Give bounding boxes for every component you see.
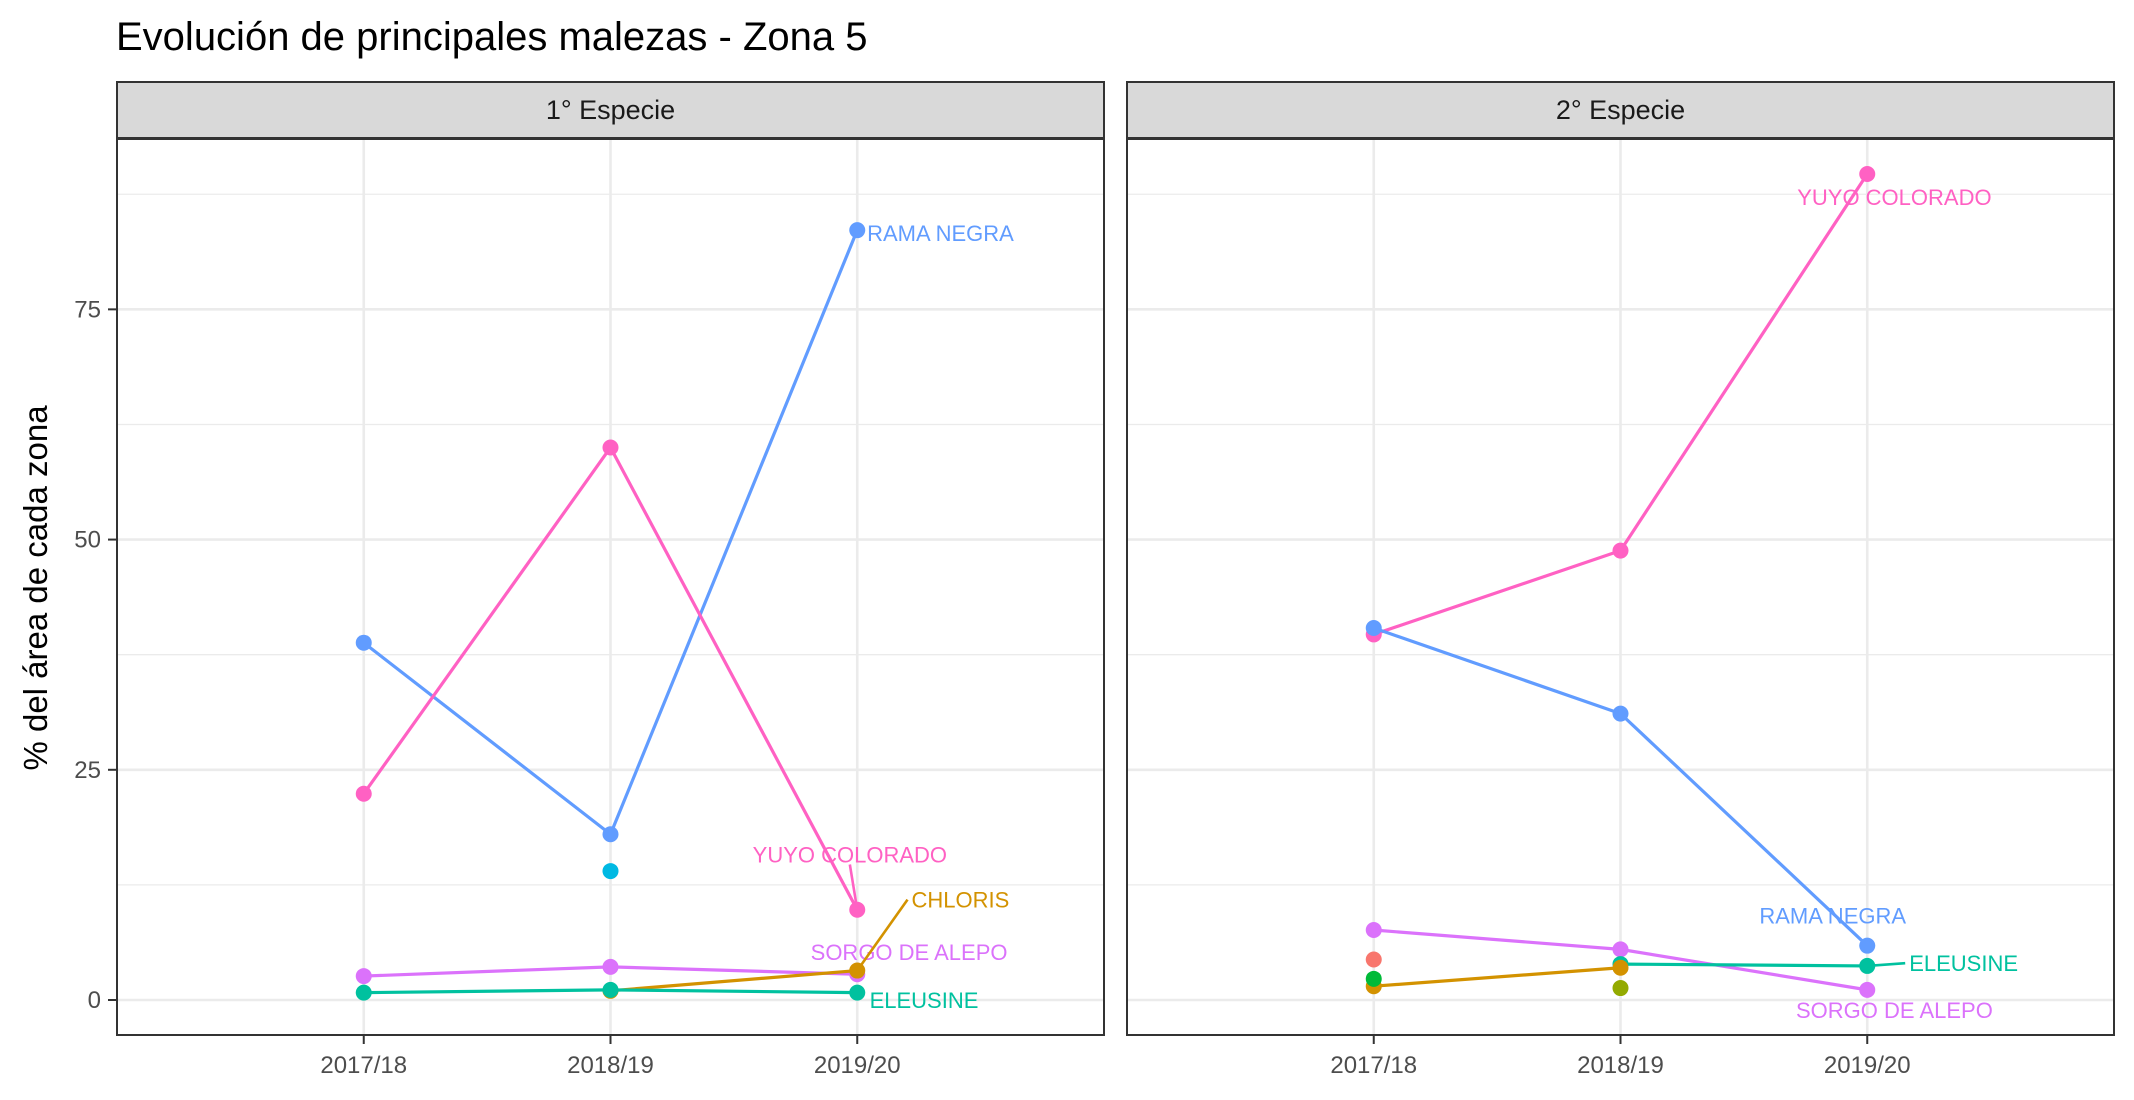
- series-label: CHLORIS: [912, 888, 1010, 913]
- data-point: [602, 981, 619, 998]
- data-point: [1365, 619, 1382, 636]
- series-sorgo-de-alepo: SORGO DE ALEPO: [1365, 922, 1993, 1023]
- series-rama-negra: RAMA NEGRA: [355, 221, 1014, 843]
- x-tick-label: 2018/19: [1577, 1052, 1664, 1079]
- series-label: ELEUSINE: [870, 988, 979, 1013]
- x-tick-label: 2017/18: [1330, 1052, 1417, 1079]
- panel-2: YUYO COLORADO RAMA NEGRA SORGO DE ALEPO ELE…: [1126, 81, 2115, 1079]
- series-line-segment: [1619, 712, 1869, 947]
- series-unlabeled-7: [1612, 980, 1629, 997]
- series-label: SORGO DE ALEPO: [811, 940, 1008, 965]
- data-point: [602, 826, 619, 843]
- x-tick-label: 2017/18: [320, 1052, 407, 1079]
- data-point: [355, 634, 372, 651]
- series-line-segment: [363, 965, 611, 978]
- series-label: ELEUSINE: [1909, 951, 2018, 976]
- series-line-segment: [609, 229, 859, 835]
- series-line-segment: [1619, 173, 1869, 552]
- series-line-segment: [1620, 962, 1868, 968]
- series-unlabeled-5: [602, 863, 619, 880]
- y-tick-label: 75: [74, 296, 101, 323]
- series-line-segment: [610, 988, 858, 995]
- data-point: [355, 984, 372, 1001]
- data-point: [602, 863, 619, 880]
- data-point: [1612, 980, 1629, 997]
- strip-label: 1° Especie: [546, 95, 675, 125]
- data-point: [602, 439, 619, 456]
- series-label: RAMA NEGRA: [1759, 903, 1906, 928]
- series-yuyo-colorado: YUYO COLORADO: [355, 439, 947, 918]
- series-line-segment: [1373, 626, 1622, 716]
- series-line-segment: [362, 446, 612, 795]
- series-label: SORGO DE ALEPO: [1796, 998, 1993, 1023]
- data-point: [355, 968, 372, 985]
- data-point: [602, 958, 619, 975]
- series-rama-negra: RAMA NEGRA: [1365, 619, 1906, 954]
- series-line-segment: [1373, 928, 1621, 951]
- data-point: [849, 984, 866, 1001]
- y-tick-label: 25: [74, 757, 101, 784]
- strip-label: 2° Especie: [1556, 95, 1685, 125]
- x-tick-label: 2018/19: [567, 1052, 654, 1079]
- data-point: [1859, 981, 1876, 998]
- data-point: [355, 785, 372, 802]
- series-unlabeled-5: [1365, 951, 1382, 968]
- series-line-segment: [609, 446, 859, 911]
- strip-background: [116, 81, 1105, 139]
- y-tick-label: 0: [88, 987, 101, 1014]
- label-leader-line: [1867, 961, 1906, 968]
- series-label: YUYO COLORADO: [1797, 185, 1991, 210]
- x-tick-label: 2019/20: [814, 1052, 901, 1079]
- series-line-segment: [1620, 947, 1868, 992]
- chart-title: Evolución de principales malezas - Zona …: [116, 15, 868, 59]
- series-line-segment: [362, 641, 612, 836]
- data-point: [1365, 951, 1382, 968]
- panel-1: RAMA NEGRA YUYO COLORADO SORGO DE ALEPO CHL…: [116, 81, 1105, 1079]
- strip-background: [1126, 81, 2115, 139]
- data-point: [1859, 165, 1876, 182]
- x-tick-label: 2019/20: [1824, 1052, 1911, 1079]
- y-axis-title: % del área de cada zona: [17, 405, 54, 771]
- data-point: [1612, 941, 1629, 958]
- series-line-segment: [1373, 549, 1622, 636]
- series-line-segment: [363, 988, 611, 995]
- data-point: [849, 222, 866, 239]
- series-label: RAMA NEGRA: [867, 221, 1014, 246]
- series-label: YUYO COLORADO: [753, 843, 947, 868]
- label-leader-line: [856, 898, 909, 972]
- series-eleusine: ELEUSINE: [355, 981, 979, 1013]
- series-yuyo-colorado: YUYO COLORADO: [1365, 165, 1992, 643]
- series-line-segment: [610, 968, 858, 993]
- label-leader-line: [848, 864, 859, 910]
- data-point: [1859, 937, 1876, 954]
- y-tick-label: 50: [74, 527, 101, 554]
- panels: 0 25 50 75 RAMA NEGRA YUYO COLORADO SORGO DE A…: [74, 81, 2115, 1079]
- data-point: [1365, 922, 1382, 939]
- series-unlabeled-6: [1365, 970, 1382, 987]
- data-point: [1612, 705, 1629, 722]
- data-point: [1612, 959, 1629, 976]
- data-point: [1612, 542, 1629, 559]
- series-line-segment: [1373, 966, 1621, 988]
- data-point: [1365, 970, 1382, 987]
